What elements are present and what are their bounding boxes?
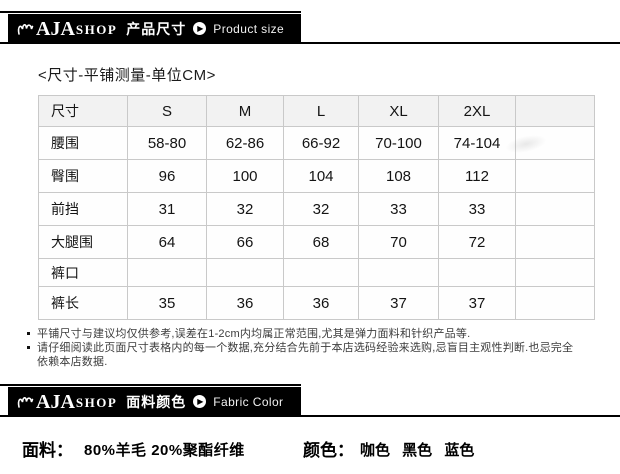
size-value xyxy=(206,258,284,287)
row-header: 裤口 xyxy=(38,258,128,287)
size-band-title-cn: 产品尺寸 xyxy=(126,20,187,37)
bullet-dot-icon xyxy=(27,332,30,335)
table-header-row: 尺寸 S M L XL 2XL xyxy=(38,95,595,127)
size-value: 37 xyxy=(438,286,516,320)
arrow-circle-icon: ▶ xyxy=(193,395,207,408)
size-value: 32 xyxy=(206,192,284,226)
band-bottom-rule xyxy=(0,415,620,417)
ajashop-logo-icon xyxy=(17,24,34,35)
size-value: 68 xyxy=(283,225,359,259)
row-header: 大腿围 xyxy=(38,225,128,259)
brand-name: AJA xyxy=(36,17,75,40)
brand-name: AJA xyxy=(36,390,75,413)
size-table-heading: <尺寸-平铺测量-单位CM> xyxy=(38,67,216,84)
row-header: 前挡 xyxy=(38,192,128,226)
fabric-band-bar: AJA SHOP 面料颜色 ▶ Fabric Color xyxy=(8,387,301,416)
table-row: 裤口 xyxy=(38,258,595,287)
size-value: 70 xyxy=(358,225,439,259)
brand-name-sub: SHOP xyxy=(75,22,118,37)
size-value xyxy=(515,258,595,287)
size-band-bar: AJA SHOP 产品尺寸 ▶ Product size xyxy=(8,14,301,43)
row-header: 裤长 xyxy=(38,286,128,320)
size-value: 32 xyxy=(283,192,359,226)
size-value: 66 xyxy=(206,225,284,259)
band-top-rule xyxy=(0,384,301,386)
size-section-band: AJA SHOP 产品尺寸 ▶ Product size xyxy=(0,11,620,59)
size-value: 31 xyxy=(127,192,207,226)
row-header: 腰围 xyxy=(38,126,128,160)
arrow-circle-icon: ▶ xyxy=(193,22,207,35)
column-header: M xyxy=(206,95,284,127)
column-header: L xyxy=(283,95,359,127)
table-row: 腰围 58-80 62-86 66-92 70-100 74-104 xyxy=(38,126,595,160)
table-row: 大腿围 64 66 68 70 72 xyxy=(38,225,595,259)
column-header: 尺寸 xyxy=(38,95,128,127)
size-value: 104 xyxy=(283,159,359,193)
size-value: 36 xyxy=(283,286,359,320)
size-value: 33 xyxy=(358,192,439,226)
size-value: 58-80 xyxy=(127,126,207,160)
table-row: 裤长 35 36 36 37 37 xyxy=(38,286,595,320)
fabric-band-title-en: Fabric Color xyxy=(213,394,284,409)
size-value: 108 xyxy=(358,159,439,193)
column-header: 2XL xyxy=(438,95,516,127)
fabric-label: 面料： xyxy=(22,441,73,460)
size-value xyxy=(515,286,595,320)
size-value: 64 xyxy=(127,225,207,259)
size-value xyxy=(515,192,595,226)
size-value: 112 xyxy=(438,159,516,193)
size-value: 74-104 xyxy=(438,126,516,160)
fabric-section-band: AJA SHOP 面料颜色 ▶ Fabric Color xyxy=(0,384,620,432)
size-value: 62-86 xyxy=(206,126,284,160)
note-text: 平铺尺寸与建议均仅供参考,误差在1-2cm内均属正常范围,尤其是弹力面料和针织产… xyxy=(37,328,471,340)
size-value xyxy=(283,258,359,287)
table-row: 前挡 31 32 32 33 33 xyxy=(38,192,595,226)
size-value: 35 xyxy=(127,286,207,320)
column-header xyxy=(515,95,595,127)
fabric-info-line: 面料： 80%羊毛 20%聚酯纤维 颜色： 咖色 黑色 蓝色 xyxy=(0,435,620,461)
size-value xyxy=(438,258,516,287)
size-value xyxy=(515,159,595,193)
fabric-value: 80%羊毛 20%聚酯纤维 xyxy=(84,442,245,459)
size-value: 72 xyxy=(438,225,516,259)
size-band-title-en: Product size xyxy=(213,21,285,36)
size-value: 66-92 xyxy=(283,126,359,160)
size-value: 33 xyxy=(438,192,516,226)
color-value: 咖色 黑色 蓝色 xyxy=(360,442,475,459)
table-row: 臀围 96 100 104 108 112 xyxy=(38,159,595,193)
ajashop-logo-icon xyxy=(17,397,34,408)
size-value xyxy=(127,258,207,287)
size-value xyxy=(358,258,439,287)
fabric-band-title-cn: 面料颜色 xyxy=(126,393,187,410)
row-header: 臀围 xyxy=(38,159,128,193)
column-header: XL xyxy=(358,95,439,127)
size-value xyxy=(515,225,595,259)
size-value: 36 xyxy=(206,286,284,320)
size-value xyxy=(515,126,595,160)
note-text: 请仔细阅读此页面尺寸表格内的每一个数据,充分结合先前于本店选码经验来选购,忌盲目… xyxy=(37,342,574,368)
column-header: S xyxy=(127,95,207,127)
size-value: 100 xyxy=(206,159,284,193)
size-notes: 平铺尺寸与建议均仅供参考,误差在1-2cm内均属正常范围,尤其是弹力面料和针织产… xyxy=(27,327,583,369)
color-label: 颜色： xyxy=(303,441,354,460)
bullet-dot-icon xyxy=(27,346,30,349)
size-value: 37 xyxy=(358,286,439,320)
brand-name-sub: SHOP xyxy=(75,395,118,410)
size-value: 70-100 xyxy=(358,126,439,160)
size-value: 96 xyxy=(127,159,207,193)
band-bottom-rule xyxy=(0,42,620,44)
note-item: 平铺尺寸与建议均仅供参考,误差在1-2cm内均属正常范围,尤其是弹力面料和针织产… xyxy=(27,327,583,341)
note-item: 请仔细阅读此页面尺寸表格内的每一个数据,充分结合先前于本店选码经验来选购,忌盲目… xyxy=(27,341,583,369)
size-table: 尺寸 S M L XL 2XL 腰围 58-80 62-86 66-92 70-… xyxy=(38,95,595,320)
band-top-rule xyxy=(0,11,301,13)
